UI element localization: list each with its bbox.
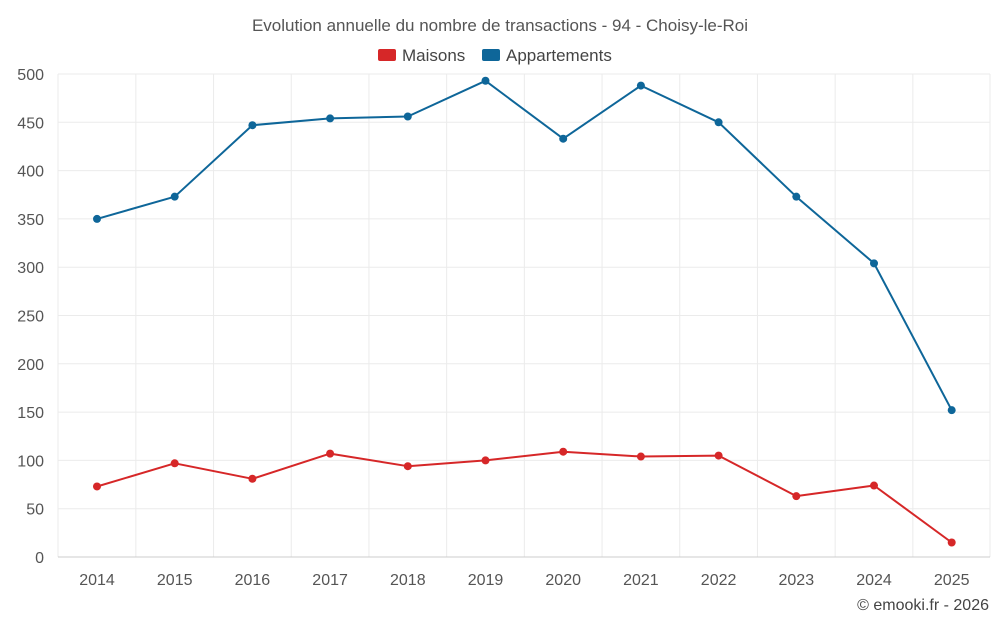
point-maisons-2018[interactable] bbox=[403, 462, 412, 471]
legend-label-appartements: Appartements bbox=[506, 46, 612, 65]
y-tick-label-500: 500 bbox=[17, 67, 44, 84]
x-tick-label-2014: 2014 bbox=[79, 572, 115, 589]
y-tick-label-250: 250 bbox=[17, 309, 44, 326]
legend-swatch-maisons bbox=[378, 49, 396, 61]
series-line-appartements bbox=[96, 79, 953, 411]
x-tick-label-2020: 2020 bbox=[545, 572, 581, 589]
point-appartements-2014[interactable] bbox=[93, 214, 101, 223]
y-tick-label-300: 300 bbox=[17, 260, 44, 277]
y-axis: 0 50 100 150 200 250 300 350 400 450 500 bbox=[17, 67, 44, 567]
point-maisons-2016[interactable] bbox=[248, 474, 257, 483]
point-appartements-2025[interactable] bbox=[947, 406, 956, 415]
point-appartements-2015[interactable] bbox=[170, 192, 179, 201]
point-maisons-2025[interactable] bbox=[947, 538, 956, 547]
y-tick-label-150: 150 bbox=[17, 405, 44, 422]
y-tick-label-100: 100 bbox=[17, 453, 44, 470]
y-tick-label-0: 0 bbox=[35, 550, 44, 567]
point-maisons-2020[interactable] bbox=[559, 447, 568, 456]
x-tick-label-2016: 2016 bbox=[235, 572, 271, 589]
point-maisons-2022[interactable] bbox=[714, 451, 723, 460]
point-maisons-2014[interactable] bbox=[93, 482, 101, 491]
y-tick-label-50: 50 bbox=[26, 502, 44, 519]
point-appartements-2024[interactable] bbox=[870, 259, 878, 268]
x-axis: 2014 2015 2016 2017 2018 2019 2020 2021 2022 2023… bbox=[79, 572, 969, 589]
credit-text: © emooki.fr - 2026 bbox=[857, 597, 989, 614]
legend: Maisons Appartements bbox=[378, 46, 612, 65]
point-maisons-2015[interactable] bbox=[170, 459, 179, 468]
point-appartements-2019[interactable] bbox=[481, 76, 490, 85]
point-appartements-2021[interactable] bbox=[636, 81, 645, 90]
legend-label-maisons: Maisons bbox=[402, 46, 465, 65]
chart-title: Evolution annuelle du nombre de transact… bbox=[252, 16, 748, 35]
series-line-maisons bbox=[96, 450, 953, 544]
point-appartements-2020[interactable] bbox=[559, 134, 568, 143]
series bbox=[93, 76, 956, 547]
y-tick-label-400: 400 bbox=[17, 164, 44, 181]
point-maisons-2017[interactable] bbox=[326, 449, 335, 458]
gridlines bbox=[57, 73, 991, 557]
x-tick-label-2022: 2022 bbox=[701, 572, 737, 589]
x-tick-label-2015: 2015 bbox=[157, 572, 193, 589]
x-tick-label-2024: 2024 bbox=[856, 572, 892, 589]
point-maisons-2019[interactable] bbox=[481, 456, 490, 465]
point-maisons-2024[interactable] bbox=[870, 481, 878, 490]
point-appartements-2022[interactable] bbox=[714, 118, 723, 127]
point-maisons-2023[interactable] bbox=[792, 492, 801, 501]
x-tick-label-2023: 2023 bbox=[779, 572, 815, 589]
point-appartements-2018[interactable] bbox=[403, 112, 412, 121]
y-tick-label-350: 350 bbox=[17, 212, 44, 229]
y-tick-label-200: 200 bbox=[17, 357, 44, 374]
x-tick-label-2018: 2018 bbox=[390, 572, 426, 589]
y-tick-label-450: 450 bbox=[17, 115, 44, 132]
point-appartements-2016[interactable] bbox=[248, 121, 257, 130]
x-tick-label-2019: 2019 bbox=[468, 572, 504, 589]
legend-swatch-appartements bbox=[482, 49, 500, 61]
x-tick-label-2025: 2025 bbox=[934, 572, 970, 589]
point-appartements-2023[interactable] bbox=[792, 192, 801, 201]
x-tick-label-2021: 2021 bbox=[623, 572, 659, 589]
point-maisons-2021[interactable] bbox=[636, 452, 645, 461]
point-appartements-2017[interactable] bbox=[326, 114, 335, 123]
x-tick-label-2017: 2017 bbox=[312, 572, 348, 589]
